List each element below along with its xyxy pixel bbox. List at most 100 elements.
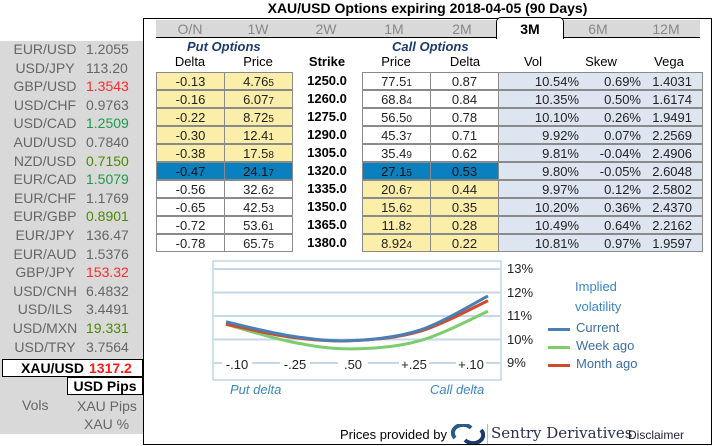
- put-delta-cell[interactable]: -0.38: [156, 144, 225, 162]
- fx-rate-row[interactable]: USD/CNH 6.4832: [0, 283, 143, 302]
- put-delta-cell[interactable]: -0.78: [156, 234, 225, 252]
- selected-pair-name: XAU/USD: [21, 360, 85, 376]
- price-main: 53.6: [243, 218, 269, 233]
- call-price-cell[interactable]: 35.49: [362, 144, 431, 162]
- fx-rate-row[interactable]: USD/MXN 19.331: [0, 320, 143, 339]
- fx-value: 1.5079: [86, 171, 129, 188]
- put-delta-cell[interactable]: -0.56: [156, 180, 225, 198]
- call-delta-cell[interactable]: 0.44: [430, 180, 499, 198]
- vol-value: 9.80%: [542, 164, 579, 179]
- disclaimer-link[interactable]: Disclaimer: [628, 428, 685, 442]
- vols-label[interactable]: Vols: [22, 397, 49, 413]
- price-pip: 0: [406, 114, 412, 125]
- price-pip: 5: [268, 114, 274, 125]
- call-delta-cell[interactable]: 0.71: [430, 126, 499, 144]
- put-delta-cell[interactable]: -0.13: [156, 72, 225, 90]
- put-delta-cell[interactable]: -0.72: [156, 216, 225, 234]
- call-price-cell[interactable]: 68.84: [362, 90, 431, 108]
- price-pip: 2: [268, 186, 274, 197]
- strike-cell: 1350.0: [307, 199, 347, 214]
- fx-rate-row[interactable]: EUR/AUD 1.5376: [0, 246, 143, 265]
- fx-value: 1.2509: [86, 115, 129, 132]
- put-price-cell[interactable]: 53.61: [224, 216, 293, 234]
- skew-value: -0.05%: [599, 164, 641, 179]
- put-price-cell[interactable]: 8.725: [224, 108, 293, 126]
- vega-value: 1.4031: [652, 74, 692, 89]
- strike-cell: 1275.0: [307, 109, 347, 124]
- selected-pair[interactable]: XAU/USD 1317.2: [2, 359, 143, 377]
- put-price-cell[interactable]: 32.62: [224, 180, 293, 198]
- fx-rate-row[interactable]: GBP/JPY 153.32: [0, 264, 143, 283]
- fx-rate-row[interactable]: AUD/USD 0.7840: [0, 134, 143, 153]
- tab-12m[interactable]: 12M: [632, 20, 700, 38]
- vega-value: 2.2569: [652, 128, 692, 143]
- vol-cell-group: 9.81% -0.04% 2.4906: [498, 144, 703, 162]
- price-main: 45.3: [381, 128, 407, 143]
- fx-rate-row[interactable]: NZD/USD 0.7150: [0, 153, 143, 172]
- fx-rate-row[interactable]: EUR/GBP 0.8901: [0, 208, 143, 227]
- fx-rate-row[interactable]: USD/JPY 113.20: [0, 60, 143, 79]
- fx-rate-row[interactable]: USD/CHF 0.9763: [0, 97, 143, 116]
- price-main: 65.7: [243, 236, 269, 251]
- call-price-cell[interactable]: 15.62: [362, 198, 431, 216]
- fx-rate-row[interactable]: USD/TRY 3.7564: [0, 339, 143, 358]
- fx-value: 0.9763: [86, 96, 129, 113]
- tab-2w[interactable]: 2W: [292, 20, 360, 38]
- price-pip: 3: [268, 204, 274, 215]
- put-price-cell[interactable]: 6.077: [224, 90, 293, 108]
- put-price-cell[interactable]: 4.765: [224, 72, 293, 90]
- put-delta-cell[interactable]: -0.16: [156, 90, 225, 108]
- y-tick-label: 12%: [507, 284, 534, 300]
- legend-swatch: [548, 346, 570, 349]
- tab-2m[interactable]: 2M: [428, 20, 496, 38]
- fx-rate-row[interactable]: EUR/JPY 136.47: [0, 227, 143, 246]
- strike-cell: 1320.0: [307, 163, 347, 178]
- call-delta-cell[interactable]: 0.87: [430, 72, 499, 90]
- tab-1m[interactable]: 1M: [360, 20, 428, 38]
- call-price-cell[interactable]: 11.82: [362, 216, 431, 234]
- fx-rate-row[interactable]: EUR/USD 1.2055: [0, 41, 143, 60]
- tab-3m[interactable]: 3M: [496, 17, 564, 39]
- fx-value: 113.20: [86, 59, 128, 76]
- vega-value: 1.9491: [652, 110, 692, 125]
- tab-on[interactable]: O/N: [156, 20, 224, 38]
- footer: Prices provided by: [340, 427, 447, 442]
- unit-usd-pips[interactable]: USD Pips: [67, 377, 143, 395]
- call-price-cell[interactable]: 56.50: [362, 108, 431, 126]
- call-delta-cell[interactable]: 0.84: [430, 90, 499, 108]
- put-price-cell[interactable]: 24.17: [224, 162, 293, 180]
- x-tick-label: -.25: [280, 357, 310, 372]
- unit-xau-percent[interactable]: XAU %: [84, 416, 130, 432]
- fx-rate-row[interactable]: USD/CAD 1.2509: [0, 115, 143, 134]
- header-skew: Skew: [585, 54, 617, 69]
- header-price: Price: [381, 54, 411, 69]
- strike-cell: 1260.0: [307, 91, 347, 106]
- price-pip: 7: [406, 132, 412, 143]
- put-price-cell[interactable]: 17.58: [224, 144, 293, 162]
- put-delta-cell[interactable]: -0.30: [156, 126, 225, 144]
- put-price-cell[interactable]: 65.75: [224, 234, 293, 252]
- put-delta-cell[interactable]: -0.47: [156, 162, 225, 180]
- strike-cell: 1380.0: [307, 235, 347, 250]
- fx-pair: NZD/USD: [13, 152, 77, 169]
- legend-swatch: [548, 364, 570, 367]
- unit-xau-pips[interactable]: XAU Pips: [77, 398, 137, 414]
- tab-6m[interactable]: 6M: [564, 20, 632, 38]
- provided-by-text: Prices provided by: [340, 427, 447, 442]
- strike-cell: 1335.0: [307, 181, 347, 196]
- call-delta-cell[interactable]: 0.35: [430, 198, 499, 216]
- put-price-cell[interactable]: 42.53: [224, 198, 293, 216]
- call-price-cell[interactable]: 77.51: [362, 72, 431, 90]
- tab-1w[interactable]: 1W: [224, 20, 292, 38]
- put-price-cell[interactable]: 12.41: [224, 126, 293, 144]
- fx-rate-row[interactable]: USD/ILS 3.4491: [0, 301, 143, 320]
- fx-rate-row[interactable]: EUR/CAD 1.5079: [0, 171, 143, 190]
- fx-value: 1.1769: [86, 189, 129, 206]
- price-pip: 7: [268, 96, 274, 107]
- fx-rate-row[interactable]: EUR/CHF 1.1769: [0, 190, 143, 209]
- call-delta-cell[interactable]: 0.78: [430, 108, 499, 126]
- fx-pair: USD/JPY: [15, 59, 75, 76]
- call-price-cell[interactable]: 8.924: [362, 234, 431, 252]
- call-price-cell[interactable]: 27.15: [362, 162, 431, 180]
- fx-rate-row[interactable]: GBP/USD 1.3543: [0, 78, 143, 97]
